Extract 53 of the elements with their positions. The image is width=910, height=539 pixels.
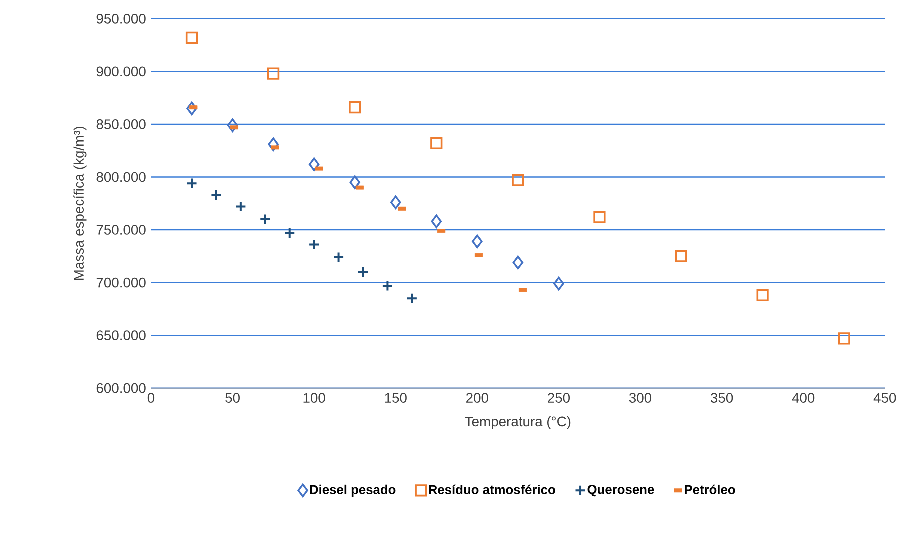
- point: [406, 293, 418, 305]
- point: [512, 256, 524, 270]
- legend-label: Querosene: [588, 485, 654, 497]
- x-tick-label: 50: [226, 393, 240, 404]
- point: [431, 214, 442, 229]
- y-tick-label: 800.000: [96, 172, 146, 182]
- point: [210, 190, 222, 202]
- y-tick-label: 900.000: [96, 66, 146, 77]
- point: [308, 239, 320, 251]
- x-tick-label: 0: [148, 393, 155, 404]
- point: [382, 280, 394, 292]
- point: [267, 68, 280, 80]
- y-tick-label: 950.000: [96, 14, 146, 24]
- y-tick-label: 650.000: [96, 330, 146, 341]
- point: [390, 196, 402, 210]
- point: [186, 178, 198, 190]
- legend-label: Resíduo atmosférico: [429, 485, 556, 495]
- legend-label: Diesel pesado: [310, 485, 396, 498]
- y-axis-title: Massa específica (kg/m³): [74, 127, 87, 280]
- point: [227, 118, 238, 133]
- x-tick-label: 150: [385, 393, 407, 404]
- point: [333, 252, 345, 264]
- y-tick-label: 750.000: [96, 225, 146, 236]
- point: [350, 176, 360, 190]
- y-tick-label: 850.000: [96, 120, 146, 130]
- point: [357, 266, 369, 278]
- point: [268, 138, 279, 152]
- y-tick-label: 600.000: [96, 384, 146, 394]
- x-tick-label: 250: [548, 393, 570, 404]
- x-tick-label: 400: [792, 393, 815, 404]
- x-tick-label: 300: [629, 393, 652, 404]
- point: [675, 250, 688, 263]
- x-tick-label: 450: [874, 393, 896, 404]
- point: [756, 290, 769, 302]
- point: [554, 277, 564, 291]
- x-tick-label: 200: [466, 393, 488, 404]
- point: [235, 201, 247, 213]
- point: [284, 228, 296, 240]
- y-tick-label: 700.000: [96, 278, 146, 288]
- point: [430, 138, 443, 150]
- point: [308, 158, 320, 172]
- point: [594, 211, 606, 224]
- point: [838, 332, 850, 345]
- point: [186, 102, 198, 116]
- x-tick-label: 350: [710, 393, 734, 404]
- point: [260, 214, 272, 226]
- point: [186, 32, 198, 44]
- x-tick-label: 100: [304, 393, 326, 404]
- point: [472, 234, 483, 249]
- point: [349, 102, 362, 114]
- point: [512, 174, 524, 187]
- x-axis-title: Temperatura (°C): [465, 416, 571, 430]
- legend-label: Petróleo: [685, 485, 736, 495]
